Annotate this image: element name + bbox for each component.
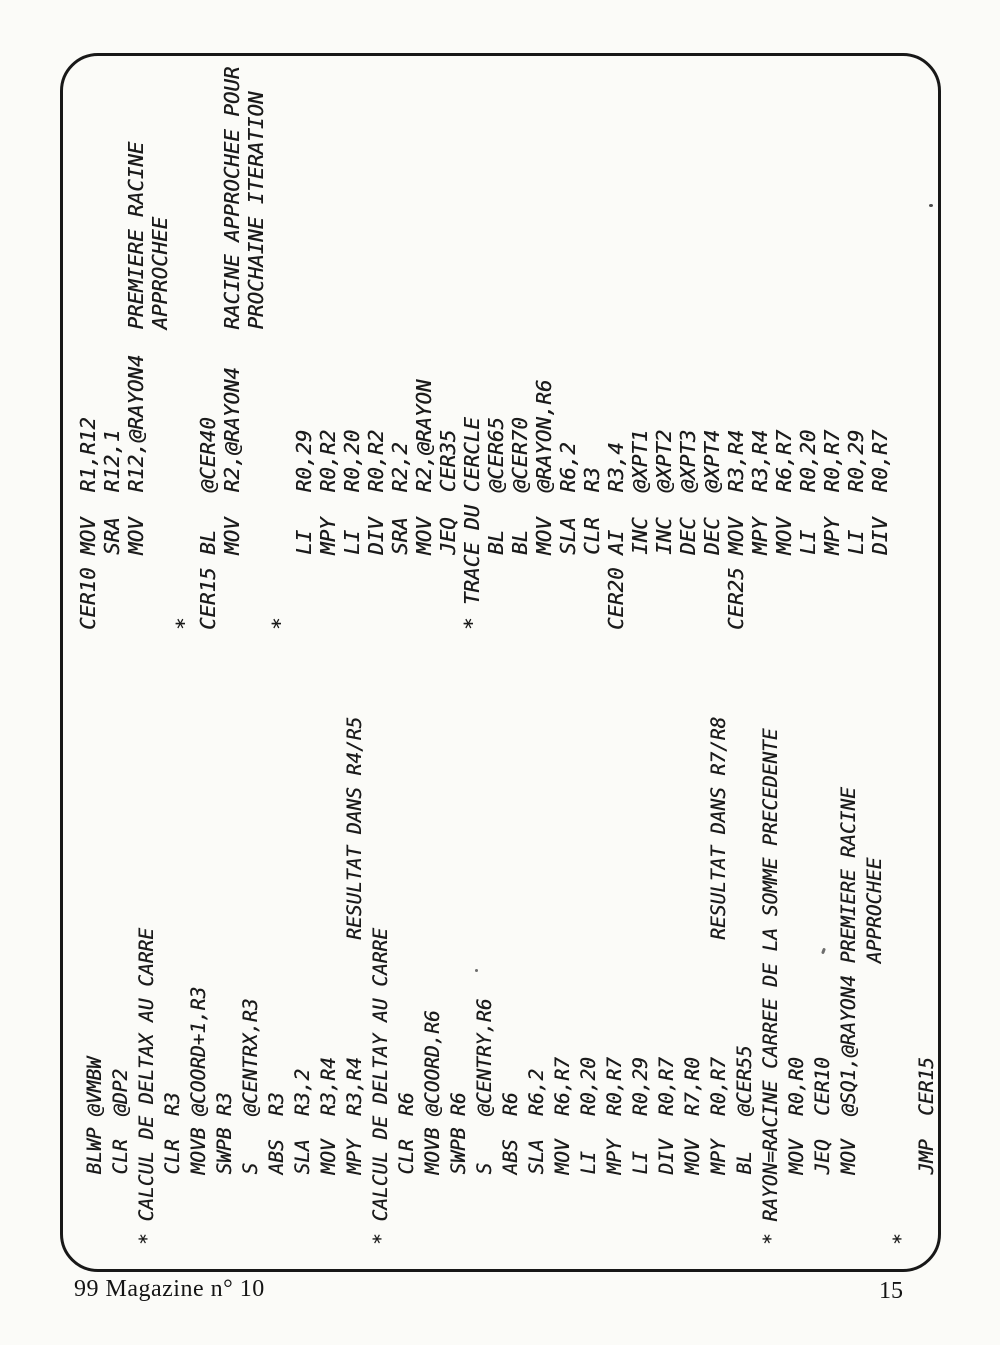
- code-line: CER15 BL @CER40: [196, 417, 220, 630]
- code-line: LI R0,29: [629, 1057, 652, 1245]
- code-line: MOVB @COORD,R6: [421, 1010, 444, 1245]
- code-line: MOV R7,R0: [681, 1057, 704, 1245]
- code-line: BL @CER65: [484, 417, 508, 630]
- code-line: INC @XPT2: [652, 429, 676, 630]
- code-line: MPY R3,R4: [748, 429, 772, 630]
- code-line: * CALCUL DE DELTAX AU CARRE: [135, 928, 158, 1245]
- code-line: LI R0,29: [844, 429, 868, 630]
- code-line: MOV R12,@RAYON4 PREMIERE RACINE: [124, 141, 148, 630]
- code-line: * CALCUL DE DELTAY AU CARRE: [369, 928, 392, 1245]
- code-line: CLR @DP2: [109, 1068, 132, 1245]
- code-line: LI R0,20: [340, 429, 364, 630]
- code-line: ABS R6: [499, 1092, 522, 1245]
- code-line: CLR R3: [580, 467, 604, 630]
- code-line: SWPB R6: [447, 1092, 470, 1245]
- code-line: CLR R6: [395, 1092, 418, 1245]
- code-line: MOV @SQ1,@RAYON4 PREMIERE RACINE: [837, 787, 860, 1245]
- code-line: MPY R3,R4 RESULTAT DANS R4/R5: [343, 716, 366, 1245]
- code-line: SWPB R3: [213, 1092, 236, 1245]
- code-line: SRA R12,1: [100, 429, 124, 630]
- rotated-code-listing: BLWP @VMBW CLR @DP2 * CALCUL DE DELTAX AU…: [60, 55, 940, 1275]
- code-line: CLR R3: [161, 1092, 184, 1245]
- code-line: DEC @XPT3: [676, 429, 700, 630]
- code-line: CER10 MOV R1,R12: [76, 417, 100, 630]
- code-line: CER20 AI R3,4: [604, 442, 628, 630]
- code-column-left: BLWP @VMBW CLR @DP2 * CALCUL DE DELTAX AU…: [82, 717, 940, 1245]
- footer-page-number: 15: [879, 1278, 903, 1304]
- code-line: MOV R2,@RAYON4 RACINE APPROCHEE POUR: [220, 66, 244, 630]
- code-line: *: [172, 617, 196, 630]
- code-line: SLA R6,2: [525, 1068, 548, 1245]
- code-line: MOV R3,R4: [317, 1057, 340, 1245]
- code-line: MPY R0,R7 RESULTAT DANS R7/R8: [707, 716, 730, 1245]
- page-border-frame: [60, 53, 941, 1272]
- code-line: DIV R0,R7: [868, 429, 892, 630]
- footer-magazine-title: 99 Magazine n° 10: [74, 1276, 265, 1302]
- code-line: MOV @RAYON,R6: [532, 379, 556, 630]
- code-line: DIV R0,R7: [655, 1057, 678, 1245]
- code-line: SLA R3,2: [291, 1068, 314, 1245]
- code-line: S @CENTRY,R6: [473, 998, 496, 1245]
- code-line: CER25 MOV R3,R4: [724, 429, 748, 630]
- code-line: BL @CER55: [733, 1045, 756, 1245]
- code-line: * TRACE DU CERCLE: [460, 417, 484, 630]
- code-line: DEC @XPT4: [700, 429, 724, 630]
- code-line: MPY R0,R7: [820, 429, 844, 630]
- code-line: *: [889, 1233, 912, 1245]
- code-line: JEQ CER35: [436, 429, 460, 630]
- code-line: BL @CER70: [508, 417, 532, 630]
- code-line: SRA R2,2: [388, 442, 412, 630]
- code-line: BLWP @VMBW: [83, 1057, 106, 1245]
- ink-speck: [929, 204, 933, 207]
- code-column-right: CER10 MOV R1,R12 SRA R12,1 MOV R12,@RAYO…: [76, 67, 892, 630]
- code-line: MOV R6,R7: [772, 429, 796, 630]
- code-line: INC @XPT1: [628, 429, 652, 630]
- code-line: LI R0,29: [292, 429, 316, 630]
- code-line: S @CENTRX,R3: [239, 998, 262, 1245]
- code-line: *: [268, 617, 292, 630]
- ink-speck: [475, 969, 478, 972]
- code-line: MOV R6,R7: [551, 1057, 574, 1245]
- code-line: PROCHAINE ITERATION: [244, 91, 268, 630]
- code-line: LI R0,20: [577, 1057, 600, 1245]
- code-line: SLA R6,2: [556, 442, 580, 630]
- code-line: JMP CER15: [915, 1057, 938, 1245]
- code-line: LI R0,20: [796, 429, 820, 630]
- code-line: JEQ CER10: [811, 1057, 834, 1245]
- code-line: APPROCHEE: [148, 216, 172, 630]
- code-line: ABS R3: [265, 1092, 288, 1245]
- code-line: MOV R2,@RAYON: [412, 379, 436, 630]
- code-line: MPY R0,R2: [316, 429, 340, 630]
- code-line: DIV R0,R2: [364, 429, 388, 630]
- code-line: APPROCHEE: [863, 857, 886, 1245]
- code-line: * RAYON=RACINE CARREE DE LA SOMME PRECED…: [759, 728, 782, 1245]
- code-line: MOV R0,R0: [785, 1057, 808, 1245]
- code-line: MOVB @COORD+1,R3: [187, 986, 210, 1245]
- code-line: MPY R0,R7: [603, 1057, 626, 1245]
